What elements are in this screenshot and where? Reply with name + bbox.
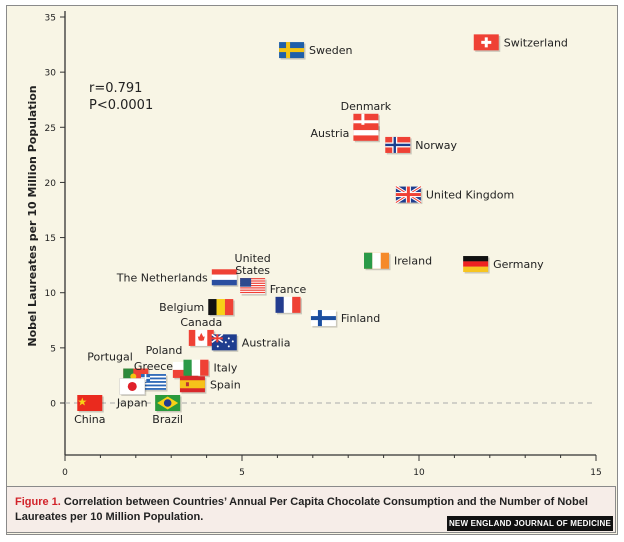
us-flag-icon xyxy=(240,278,266,295)
correlation-annotation: P<0.0001 xyxy=(89,98,153,113)
country-label: Austria xyxy=(311,127,350,140)
norway-flag-icon xyxy=(385,136,411,153)
country-label: States xyxy=(235,264,270,277)
country-label: Japan xyxy=(116,396,148,409)
austria-flag-icon xyxy=(353,124,379,141)
ireland-point xyxy=(364,252,391,271)
china-point xyxy=(77,395,104,413)
ireland-flag-icon xyxy=(364,252,390,269)
country-label: Belgium xyxy=(159,301,204,314)
x-tick-label: 15 xyxy=(590,468,601,478)
spain-point xyxy=(179,376,207,394)
norway-point xyxy=(385,136,412,155)
country-label: Australia xyxy=(242,336,291,349)
germany-flag-icon xyxy=(463,256,489,273)
australia-flag-icon xyxy=(211,333,237,351)
uk-point xyxy=(395,185,423,205)
y-tick-label: 0 xyxy=(50,400,56,410)
country-label: France xyxy=(270,283,307,296)
country-label: China xyxy=(74,413,105,426)
country-label: Ireland xyxy=(394,255,432,268)
country-label: Denmark xyxy=(341,100,392,113)
brazil-flag-icon xyxy=(155,395,181,411)
x-axis-label: Chocolate Consumption (kg/yr/capita) xyxy=(213,484,448,486)
uk-flag-icon xyxy=(395,185,422,204)
correlation-annotation: r=0.791 xyxy=(89,81,142,96)
y-tick-label: 20 xyxy=(45,179,57,189)
greece-point xyxy=(141,374,168,392)
country-label: Norway xyxy=(415,139,457,152)
australia-point xyxy=(211,333,239,352)
us-point xyxy=(240,278,267,296)
country-label: Spain xyxy=(210,378,241,391)
y-tick-label: 30 xyxy=(45,69,57,79)
x-tick-label: 10 xyxy=(413,468,425,478)
brazil-point xyxy=(155,395,182,413)
germany-point xyxy=(463,256,490,274)
country-label: Portugal xyxy=(87,351,133,364)
chart-frame: 0 5 10 15 20 25 30 35 0 5 10 15 Chocolate Consumptio… xyxy=(6,5,618,535)
france-point xyxy=(275,296,303,315)
country-label: Poland xyxy=(146,344,183,357)
netherlands-flag-icon xyxy=(211,269,237,286)
y-axis-label: Nobel Laureates per 10 Million Populatio… xyxy=(26,85,39,346)
country-label: Sweden xyxy=(309,44,352,57)
country-label: The Netherlands xyxy=(116,271,208,284)
belgium-flag-icon xyxy=(208,299,234,316)
country-label: Germany xyxy=(493,258,544,271)
switzerland-flag-icon xyxy=(473,34,499,51)
france-flag-icon xyxy=(275,296,301,313)
y-tick-label: 35 xyxy=(45,14,56,24)
country-label: Finland xyxy=(341,312,380,325)
scatter-chart: 0 5 10 15 20 25 30 35 0 5 10 15 Chocolate Consumptio… xyxy=(26,11,602,486)
country-label: Switzerland xyxy=(504,36,568,49)
japan-point xyxy=(119,378,147,396)
sweden-flag-icon xyxy=(279,42,305,59)
greece-flag-icon xyxy=(141,374,166,391)
netherlands-point xyxy=(211,269,239,287)
canada-point xyxy=(188,329,216,348)
country-label: United xyxy=(235,252,271,265)
y-tick-label: 15 xyxy=(45,234,56,244)
country-label: Italy xyxy=(213,362,237,375)
country-label: Brazil xyxy=(152,413,183,426)
country-label: United Kingdom xyxy=(426,189,514,202)
figure-label: Figure 1. xyxy=(15,496,61,508)
china-flag-icon xyxy=(77,395,103,411)
japan-flag-icon xyxy=(119,378,146,395)
x-tick-label: 5 xyxy=(239,468,245,478)
finland-flag-icon xyxy=(310,310,336,327)
switzerland-point xyxy=(473,34,501,52)
y-tick-label: 25 xyxy=(45,124,56,134)
x-tick-label: 0 xyxy=(62,468,68,478)
italy-flag-icon xyxy=(183,359,209,376)
country-label: Greece xyxy=(134,360,173,373)
sweden-point xyxy=(279,42,306,60)
y-tick-label: 10 xyxy=(45,289,57,299)
country-label: Canada xyxy=(180,316,222,329)
italy-point xyxy=(183,359,210,378)
journal-brand: NEW ENGLAND JOURNAL OF MEDICINE xyxy=(446,516,613,531)
figure-caption: Figure 1. Correlation between Countries’… xyxy=(6,486,616,533)
belgium-point xyxy=(208,299,235,317)
finland-point xyxy=(310,310,338,328)
spain-flag-icon xyxy=(179,376,205,393)
canada-flag-icon xyxy=(188,329,214,346)
caption-text: Correlation between Countries’ Annual Pe… xyxy=(15,496,588,523)
y-tick-label: 5 xyxy=(50,344,56,354)
austria-point xyxy=(353,124,380,143)
